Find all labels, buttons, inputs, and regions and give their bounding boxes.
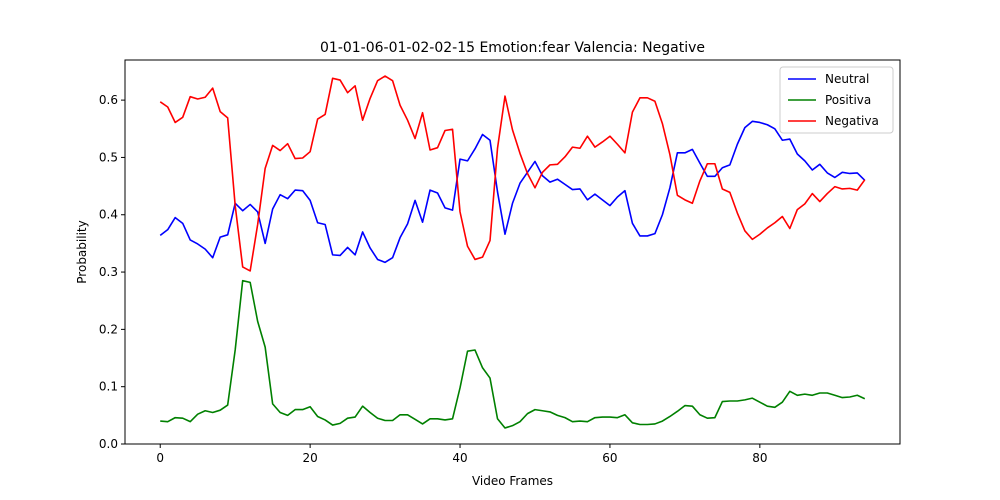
plot-frame [124, 59, 901, 445]
series-line-negativa [159, 75, 866, 272]
x-axis: 0 20 40 60 80 [156, 444, 767, 465]
chart-title: 01-01-06-01-02-02-15 Emotion:fear Valenc… [320, 40, 705, 56]
y-axis-label: Probability [75, 220, 89, 283]
y-axis: 0.0 0.1 0.2 0.3 0.4 0.5 0.6 [99, 93, 125, 451]
legend-label-negativa: Negativa [825, 114, 879, 128]
x-tick-label: 20 [302, 451, 317, 465]
y-tick-label: 0.4 [99, 208, 118, 222]
y-tick-label: 0.0 [99, 437, 118, 451]
x-tick-label: 0 [156, 451, 164, 465]
series-line-positiva [160, 279, 866, 429]
x-axis-label: Video Frames [472, 474, 553, 488]
plot-area [159, 75, 866, 429]
x-tick-label: 40 [452, 451, 467, 465]
series-line-neutral [159, 120, 866, 264]
x-tick-label: 80 [752, 451, 767, 465]
y-tick-label: 0.3 [99, 265, 118, 279]
x-tick-label: 60 [602, 451, 617, 465]
y-tick-label: 0.6 [99, 93, 118, 107]
y-tick-label: 0.2 [99, 322, 118, 336]
y-tick-label: 0.5 [99, 150, 118, 164]
legend-label-positiva: Positiva [825, 93, 871, 107]
legend-label-neutral: Neutral [825, 72, 869, 86]
legend: Neutral Positiva Negativa [779, 66, 894, 134]
legend-box [779, 66, 894, 134]
y-tick-label: 0.1 [99, 380, 118, 394]
